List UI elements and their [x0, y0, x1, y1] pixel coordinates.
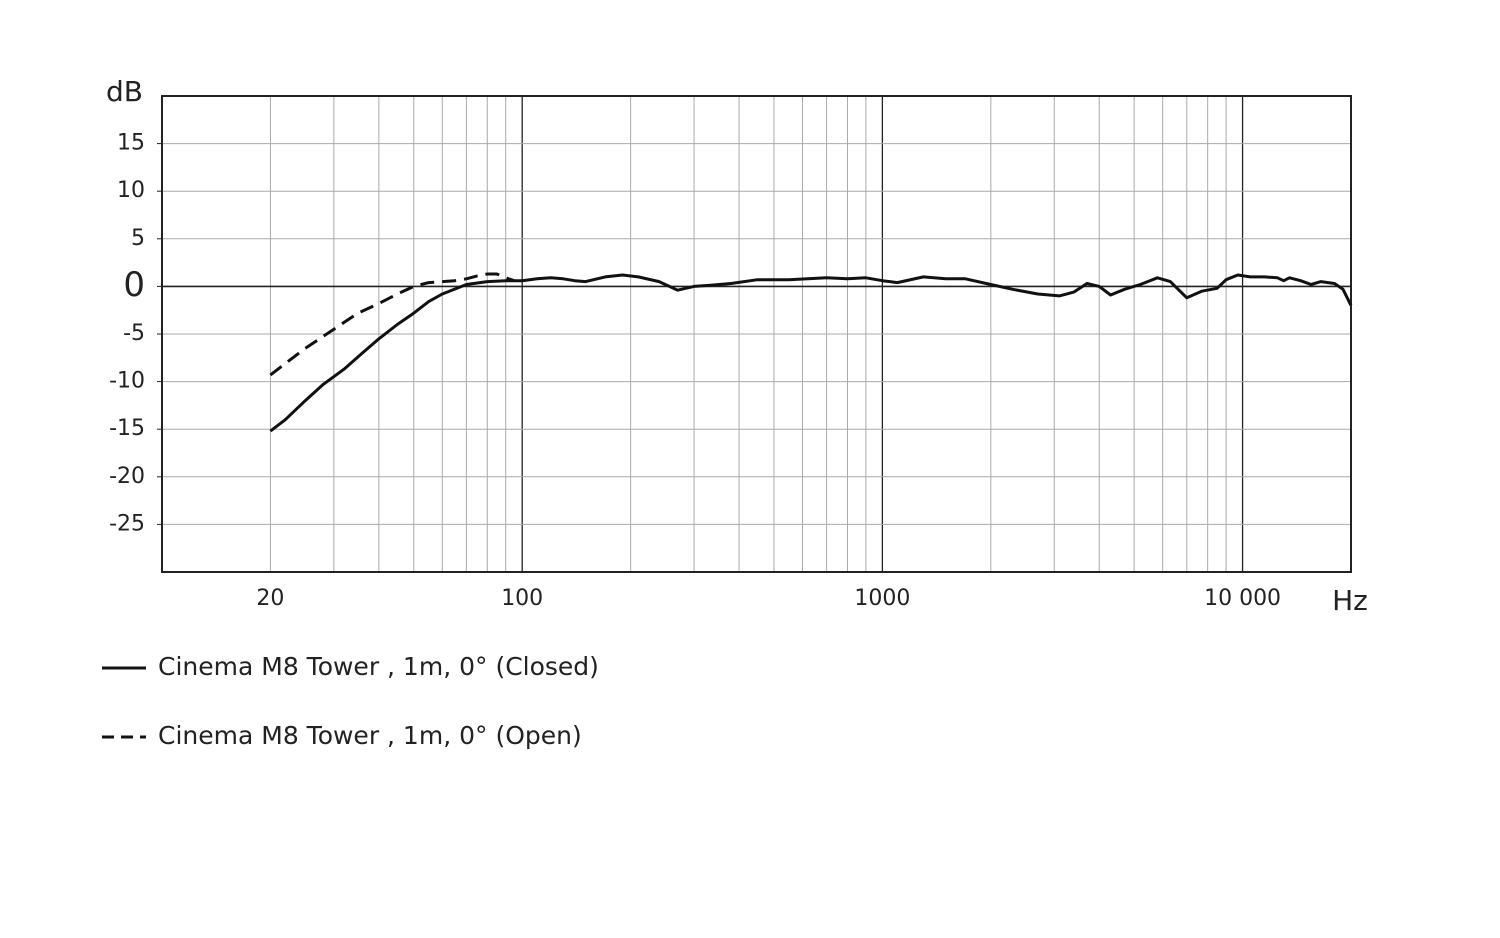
- x-axis-label: Hz: [1332, 584, 1368, 617]
- y-tick-label: -20: [109, 464, 145, 489]
- x-tick-label: 10 000: [1204, 586, 1281, 611]
- x-tick-label: 20: [256, 586, 284, 611]
- y-tick-label: -25: [109, 511, 145, 536]
- y-tick-label: 5: [131, 226, 145, 251]
- x-tick-label: 1000: [854, 586, 910, 611]
- series-line: [269, 272, 515, 377]
- y-tick-label: -10: [109, 369, 145, 394]
- series-line: [269, 273, 1353, 433]
- y-tick-label: -15: [109, 416, 145, 441]
- y-axis-label: dB: [106, 75, 143, 108]
- x-tick-label: 100: [501, 586, 543, 611]
- legend-label: Cinema M8 Tower , 1m, 0° (Closed): [158, 652, 599, 681]
- plot-frame: [161, 95, 1352, 573]
- y-tick-label: 0: [123, 265, 145, 305]
- y-tick-label: 15: [117, 131, 145, 156]
- y-tick-label: 10: [117, 178, 145, 203]
- y-tick-label: -5: [123, 321, 145, 346]
- legend-label: Cinema M8 Tower , 1m, 0° (Open): [158, 721, 582, 750]
